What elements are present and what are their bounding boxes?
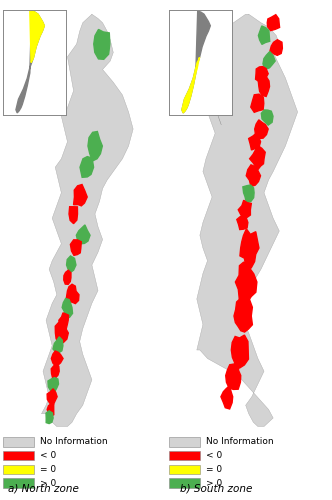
Polygon shape	[76, 225, 90, 244]
Polygon shape	[66, 256, 76, 272]
Polygon shape	[64, 270, 71, 284]
Polygon shape	[47, 389, 57, 405]
Text: b) South zone: b) South zone	[180, 484, 252, 494]
Polygon shape	[234, 298, 252, 332]
Polygon shape	[256, 66, 268, 82]
Polygon shape	[88, 132, 102, 161]
Polygon shape	[251, 94, 264, 112]
Bar	[3, 451, 34, 460]
Polygon shape	[197, 14, 297, 426]
Polygon shape	[66, 284, 79, 304]
Polygon shape	[258, 76, 270, 96]
Polygon shape	[16, 11, 44, 113]
Polygon shape	[53, 337, 63, 352]
Polygon shape	[243, 185, 254, 202]
Text: No Information: No Information	[206, 438, 274, 446]
Text: = 0: = 0	[206, 465, 222, 474]
Polygon shape	[267, 14, 280, 30]
Polygon shape	[231, 335, 248, 368]
Polygon shape	[51, 364, 59, 378]
Polygon shape	[51, 351, 63, 366]
Polygon shape	[261, 110, 273, 125]
Polygon shape	[62, 298, 73, 318]
Polygon shape	[59, 313, 69, 329]
Polygon shape	[74, 184, 87, 206]
Polygon shape	[46, 411, 53, 424]
Text: > 0: > 0	[40, 478, 56, 488]
Polygon shape	[237, 216, 248, 230]
Polygon shape	[55, 322, 68, 343]
Polygon shape	[80, 156, 94, 178]
Polygon shape	[48, 378, 58, 392]
Bar	[3, 478, 34, 488]
Polygon shape	[221, 386, 233, 409]
Polygon shape	[249, 134, 261, 150]
Polygon shape	[235, 262, 257, 304]
Polygon shape	[238, 200, 251, 218]
Text: = 0: = 0	[40, 465, 56, 474]
Bar	[169, 478, 200, 488]
Polygon shape	[69, 206, 77, 224]
Text: < 0: < 0	[206, 451, 222, 460]
Polygon shape	[94, 30, 110, 60]
Bar	[169, 464, 200, 474]
Polygon shape	[30, 11, 44, 63]
Polygon shape	[255, 120, 268, 139]
Text: No Information: No Information	[40, 438, 108, 446]
Polygon shape	[258, 26, 270, 44]
Polygon shape	[240, 229, 259, 268]
Polygon shape	[270, 40, 283, 56]
Bar	[3, 464, 34, 474]
Bar	[169, 437, 200, 446]
Polygon shape	[47, 404, 54, 416]
Polygon shape	[263, 52, 275, 70]
Bar	[3, 437, 34, 446]
Polygon shape	[246, 165, 261, 186]
Bar	[169, 451, 200, 460]
Polygon shape	[182, 57, 200, 113]
Polygon shape	[226, 363, 241, 390]
Text: a) North zone: a) North zone	[8, 484, 79, 494]
Polygon shape	[70, 240, 81, 256]
Polygon shape	[250, 146, 265, 170]
Polygon shape	[182, 11, 210, 113]
Text: < 0: < 0	[40, 451, 56, 460]
Polygon shape	[42, 14, 133, 426]
Text: > 0: > 0	[206, 478, 222, 488]
